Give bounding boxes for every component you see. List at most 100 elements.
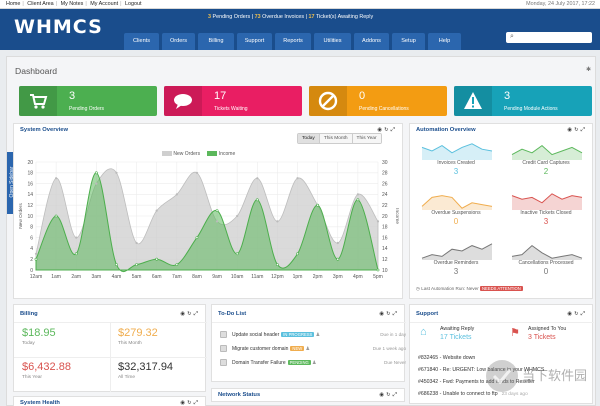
panel-controls: ◉↻⤢: [377, 127, 397, 134]
automation-value: 0: [543, 267, 549, 276]
automation-item[interactable]: Cancellations Processed 0: [506, 260, 586, 276]
sparkline-line: [421, 143, 493, 154]
nav-tab-clients[interactable]: Clients: [124, 33, 159, 50]
todo-checkbox[interactable]: [220, 331, 227, 338]
my-account-link[interactable]: My Account: [90, 1, 119, 7]
last-run-label: Last Automation Run: Never: [421, 286, 479, 291]
todo-row[interactable]: Domain Transfer Failure PENDING ♟ Due Nev…: [220, 358, 406, 370]
expand-icon[interactable]: ⤢: [390, 127, 397, 133]
pending-orders-alert[interactable]: Pending Orders: [212, 14, 251, 20]
pending-orders-count[interactable]: 3: [208, 14, 211, 20]
x-tick: 1pm: [293, 274, 303, 280]
ticket-text[interactable]: #686238 - Unable to connect to ftp: [418, 391, 498, 397]
ticket-row[interactable]: #450342 - Fwd: Payments to add funds to …: [418, 379, 539, 385]
automation-item[interactable]: Inactive Tickets Closed 3: [506, 210, 586, 226]
todo-checkbox[interactable]: [220, 359, 227, 366]
chat-icon: [164, 86, 202, 116]
expand-icon[interactable]: ⤢: [193, 400, 200, 406]
refresh-icon[interactable]: ↻: [187, 311, 194, 317]
ticket-text[interactable]: #450342 - Fwd: Payments to add funds to …: [418, 379, 535, 385]
eye-icon[interactable]: ◉: [180, 311, 188, 317]
toggle-this-year[interactable]: This Year: [352, 134, 381, 143]
nav-tab-help[interactable]: Help: [428, 33, 461, 50]
open-sidebar-tab[interactable]: Open Sidebar: [7, 152, 16, 214]
toggle-this-month[interactable]: This Month: [319, 134, 353, 143]
tickets-count[interactable]: 17: [308, 14, 315, 20]
whmcs-logo[interactable]: WHMCS: [14, 16, 103, 38]
client-area-link[interactable]: Client Area: [27, 1, 54, 7]
stat-pending-module-actions[interactable]: 3 Pending Module Actions: [454, 86, 592, 116]
automation-sparklines: [421, 143, 583, 260]
todo-text[interactable]: Update social header: [232, 332, 280, 338]
toggle-today[interactable]: Today: [298, 134, 320, 143]
nav-tab-utilities[interactable]: Utilities: [314, 33, 351, 50]
tickets-awaiting-alert[interactable]: Ticket(s) Awaiting Reply: [315, 14, 374, 20]
eye-icon[interactable]: ◉: [379, 392, 387, 398]
todo-row[interactable]: Migrate customer domain NEW ♟ Due 1 week …: [220, 344, 406, 356]
refresh-icon[interactable]: ↻: [384, 127, 391, 133]
refresh-icon[interactable]: ↻: [574, 311, 581, 317]
stat-tickets-waiting[interactable]: 17 Tickets Waiting: [164, 86, 302, 116]
sparkline-line: [511, 193, 583, 204]
refresh-icon[interactable]: ↻: [187, 400, 194, 406]
network-status-panel: Network Status ◉↻⤢: [211, 388, 405, 402]
eye-icon[interactable]: ◉: [377, 127, 385, 133]
automation-item[interactable]: Credit Card Captures 2: [506, 160, 586, 176]
eye-icon[interactable]: ◉: [567, 127, 575, 133]
awaiting-reply-count[interactable]: 17 Tickets: [440, 334, 472, 341]
automation-label: Credit Card Captures: [522, 160, 570, 166]
ticket-row[interactable]: #671840 - Re: URGENT: Low balance in you…: [418, 367, 548, 373]
overdue-invoices-alert[interactable]: Overdue Invoices: [262, 14, 305, 20]
expand-icon[interactable]: ⤢: [392, 311, 399, 317]
assigned-count[interactable]: 3 Tickets: [528, 334, 556, 341]
x-tick: 5am: [132, 274, 142, 280]
gear-icon[interactable]: ✱: [585, 67, 591, 73]
refresh-icon[interactable]: ↻: [386, 392, 393, 398]
stat-pending-orders[interactable]: 3 Pending Orders: [19, 86, 157, 116]
eye-icon[interactable]: ◉: [379, 311, 387, 317]
billing-this-month: $279.32 This Month: [118, 327, 214, 355]
expand-icon[interactable]: ⤢: [580, 311, 587, 317]
todo-row[interactable]: Update social header IN PROGRESS ♟ Due in…: [220, 330, 406, 342]
expand-icon[interactable]: ⤢: [580, 127, 587, 133]
nav-tab-billing[interactable]: Billing: [198, 33, 234, 50]
home-link[interactable]: Home: [6, 1, 21, 7]
stat-pending-cancellations[interactable]: 0 Pending Cancellations: [309, 86, 447, 116]
todo-text[interactable]: Migrate customer domain: [232, 346, 289, 352]
x-tick: 3am: [91, 274, 101, 280]
x-tick: 9am: [212, 274, 222, 280]
my-notes-link[interactable]: My Notes: [60, 1, 84, 7]
todo-text[interactable]: Domain Transfer Failure: [232, 360, 286, 366]
refresh-icon[interactable]: ↻: [574, 127, 581, 133]
stat-value: 3: [504, 90, 511, 102]
ticket-row[interactable]: #686238 - Unable to connect to ftp 23 day…: [418, 391, 528, 397]
logout-link[interactable]: Logout: [125, 1, 142, 7]
overdue-invoices-count[interactable]: 73: [254, 14, 261, 20]
nav-tab-addons[interactable]: Addons: [354, 33, 389, 50]
todo-checkbox[interactable]: [220, 345, 227, 352]
nav-tab-setup[interactable]: Setup: [392, 33, 425, 50]
data-point-income: [115, 263, 118, 267]
automation-item[interactable]: Invoices Created 3: [416, 160, 496, 176]
eye-icon[interactable]: ◉: [567, 311, 575, 317]
ticket-row[interactable]: #832465 - Website down: [418, 355, 479, 361]
y-tick-right: 14: [382, 246, 388, 252]
eye-icon[interactable]: ◉: [180, 400, 188, 406]
data-point-income: [356, 198, 360, 202]
nav-tab-orders[interactable]: Orders: [162, 33, 195, 50]
automation-item[interactable]: Overdue Suspensions 0: [416, 210, 496, 226]
billing-label: Today: [22, 341, 35, 346]
nav-tab-reports[interactable]: Reports: [275, 33, 311, 50]
refresh-icon[interactable]: ↻: [386, 311, 393, 317]
search-icon[interactable]: ⌕: [510, 33, 514, 40]
automation-item[interactable]: Overdue Reminders 3: [416, 260, 496, 276]
ticket-text[interactable]: #671840 - Re: URGENT: Low balance in you…: [418, 367, 545, 373]
nav-tab-support[interactable]: Support: [237, 33, 272, 50]
stat-value: 0: [359, 90, 366, 102]
expand-icon[interactable]: ⤢: [193, 311, 200, 317]
data-point-new-orders: [95, 182, 98, 185]
ticket-text[interactable]: #832465 - Website down: [418, 355, 476, 361]
search-input[interactable]: ⌕: [506, 32, 592, 43]
expand-icon[interactable]: ⤢: [392, 392, 399, 398]
y-tick-left: 0: [30, 268, 33, 274]
